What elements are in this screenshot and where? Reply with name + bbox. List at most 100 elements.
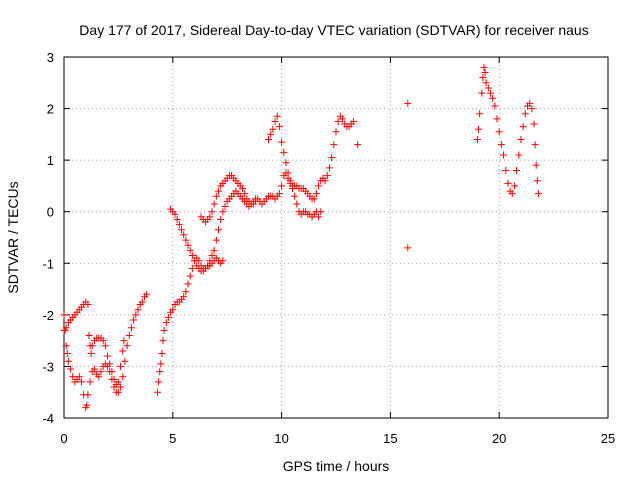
data-point [332, 128, 340, 136]
data-point [533, 177, 541, 185]
data-point [134, 306, 142, 314]
data-point [160, 326, 168, 334]
data-point [106, 360, 114, 368]
data-point [480, 63, 488, 71]
data-point [528, 105, 536, 113]
y-tick-label: -2 [42, 308, 54, 323]
data-point [62, 324, 70, 332]
data-point [339, 115, 347, 123]
data-point [63, 350, 71, 358]
data-point [156, 368, 164, 376]
data-point [515, 151, 523, 159]
data-point [323, 172, 331, 180]
data-point [175, 221, 183, 229]
chart-title: Day 177 of 2017, Sidereal Day-to-day VTE… [79, 22, 588, 38]
data-point [217, 215, 225, 223]
data-point [476, 110, 484, 118]
data-point [119, 373, 127, 381]
data-point [84, 301, 92, 309]
x-tick-label: 15 [383, 431, 397, 446]
data-point [164, 313, 172, 321]
data-point [212, 192, 220, 200]
data-point [491, 102, 499, 110]
data-point [513, 166, 521, 174]
data-point [169, 306, 177, 314]
data-point [86, 378, 94, 386]
data-point [188, 252, 196, 260]
data-point [500, 151, 508, 159]
y-tick-label: 2 [47, 102, 54, 117]
data-point [315, 213, 323, 221]
data-point [108, 368, 116, 376]
data-point [155, 378, 163, 386]
data-point [95, 373, 103, 381]
data-point [219, 257, 227, 265]
data-point [104, 352, 112, 360]
data-point [493, 115, 501, 123]
y-tick-label: 1 [47, 153, 54, 168]
y-tick-label: 0 [47, 205, 54, 220]
data-point [284, 169, 292, 177]
data-point [478, 89, 486, 97]
data-point [114, 388, 122, 396]
data-point [132, 311, 140, 319]
data-point [481, 68, 489, 76]
x-tick-label: 0 [60, 431, 67, 446]
data-point [101, 342, 109, 350]
data-point [404, 99, 412, 107]
data-point [182, 288, 190, 296]
data-point [208, 208, 216, 216]
data-point [510, 182, 518, 190]
data-point [280, 148, 288, 156]
data-point [275, 190, 283, 198]
data-point [212, 236, 220, 244]
y-axis-label: SDTVAR / TECUs [5, 181, 21, 293]
data-point [497, 141, 505, 149]
data-point [69, 373, 77, 381]
x-tick-label: 5 [169, 431, 176, 446]
data-point [534, 190, 542, 198]
data-point [532, 161, 540, 169]
data-point [158, 350, 166, 358]
data-point [186, 272, 194, 280]
data-point [180, 293, 188, 301]
y-axis: -4 -3 -2 -1 0 1 2 3 [42, 50, 608, 426]
data-point [184, 241, 192, 249]
data-point [286, 177, 294, 185]
data-point [334, 117, 342, 125]
data-point [127, 324, 135, 332]
data-point [315, 182, 323, 190]
data-point [117, 362, 125, 370]
data-point [508, 190, 516, 198]
data-point [77, 378, 85, 386]
data-point [154, 388, 162, 396]
data-point [117, 383, 125, 391]
data-point [312, 190, 320, 198]
data-point [271, 117, 279, 125]
data-point [210, 246, 218, 254]
data-point [521, 110, 529, 118]
data-point [75, 373, 83, 381]
y-tick-label: 3 [47, 50, 54, 65]
data-point [184, 280, 192, 288]
data-point [121, 357, 129, 365]
data-point [110, 375, 118, 383]
data-point [125, 331, 133, 339]
data-point [130, 316, 138, 324]
data-point [60, 311, 68, 319]
data-point [120, 337, 128, 345]
data-point [486, 89, 494, 97]
data-point [288, 185, 296, 193]
data-point [354, 141, 362, 149]
data-point [495, 128, 503, 136]
data-point [188, 264, 196, 272]
data-point [84, 391, 92, 399]
data-point [517, 136, 525, 144]
data-point [180, 231, 188, 239]
data-point [317, 208, 325, 216]
data-point [114, 378, 122, 386]
x-axis: 0 5 10 15 20 25 [60, 57, 615, 446]
data-point [186, 246, 194, 254]
x-tick-label: 20 [492, 431, 506, 446]
